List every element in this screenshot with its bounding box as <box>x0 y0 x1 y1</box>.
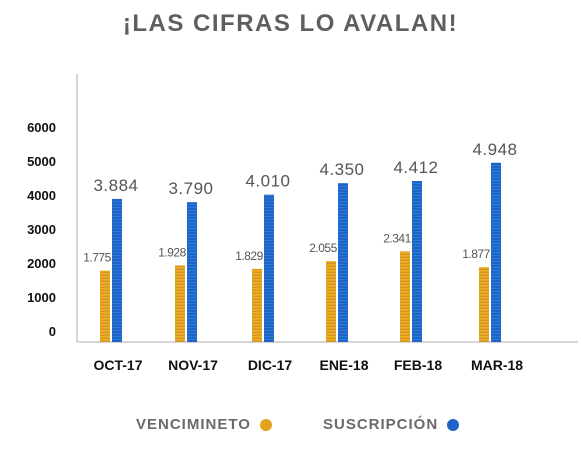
legend-item-vencimiento: VENCIMINETO <box>136 416 272 433</box>
bar-suscripcion <box>264 194 274 342</box>
x-tick-label: FEB-18 <box>394 357 442 373</box>
bar-suscripcion <box>187 202 197 342</box>
y-axis-ticks: 0 1000 2000 3000 4000 5000 6000 <box>27 120 56 339</box>
y-tick-label: 3000 <box>27 222 56 237</box>
bar-vencimiento <box>252 268 262 342</box>
data-label-suscripcion: 3.790 <box>168 179 213 198</box>
y-tick-label: 4000 <box>27 188 56 203</box>
data-label-vencimiento: 2.341 <box>383 231 411 245</box>
bar-suscripcion <box>491 162 501 342</box>
bar-suscripcion <box>412 180 422 342</box>
legend-label-vencimiento: VENCIMINETO <box>136 416 251 433</box>
bar-vencimiento <box>326 261 336 342</box>
legend-item-suscripcion: SUSCRIPCIÓN <box>323 416 460 433</box>
legend-label-suscripcion: SUSCRIPCIÓN <box>323 416 439 433</box>
data-label-vencimiento: 1.877 <box>462 247 490 261</box>
bar-vencimiento <box>479 267 489 342</box>
data-labels: 1.775 3.884 1.928 3.790 1.829 4.010 2.055 4.350… <box>83 140 517 265</box>
legend-dot-vencimiento <box>259 418 272 431</box>
bar-suscripcion <box>338 183 348 342</box>
y-tick-label: 1000 <box>27 290 56 305</box>
x-tick-label: ENE-18 <box>319 357 368 373</box>
data-label-suscripcion: 4.010 <box>245 172 290 191</box>
bar-vencimiento <box>175 265 185 342</box>
bar-suscripcion <box>112 198 122 342</box>
bar-vencimiento <box>400 251 410 342</box>
x-tick-label: DIC-17 <box>248 357 293 373</box>
legend: VENCIMINETO SUSCRIPCIÓN <box>0 416 581 440</box>
data-label-suscripcion: 4.412 <box>393 158 438 177</box>
data-label-vencimiento: 1.928 <box>158 245 186 259</box>
data-label-suscripcion: 4.948 <box>472 140 517 159</box>
x-tick-label: NOV-17 <box>168 357 218 373</box>
data-label-vencimiento: 1.829 <box>235 249 263 263</box>
y-tick-label: 2000 <box>27 256 56 271</box>
y-tick-label: 6000 <box>27 120 56 135</box>
chart-title: ¡LAS CIFRAS LO AVALAN! <box>122 10 459 37</box>
data-label-suscripcion: 4.350 <box>319 160 364 179</box>
bar-chart: 0 1000 2000 3000 4000 5000 6000 1.775 3.884 1.92… <box>27 74 578 373</box>
y-tick-label: 5000 <box>27 154 56 169</box>
x-tick-label: MAR-18 <box>471 357 523 373</box>
x-axis-ticks: OCT-17 NOV-17 DIC-17 ENE-18 FEB-18 MAR-18 <box>93 357 523 373</box>
x-tick-label: OCT-17 <box>93 357 142 373</box>
bars <box>100 162 501 342</box>
data-label-vencimiento: 2.055 <box>309 241 337 255</box>
data-label-vencimiento: 1.775 <box>83 251 111 265</box>
y-tick-label: 0 <box>49 324 56 339</box>
bar-vencimiento <box>100 270 110 342</box>
data-label-suscripcion: 3.884 <box>93 176 138 195</box>
legend-dot-suscripcion <box>447 418 460 431</box>
